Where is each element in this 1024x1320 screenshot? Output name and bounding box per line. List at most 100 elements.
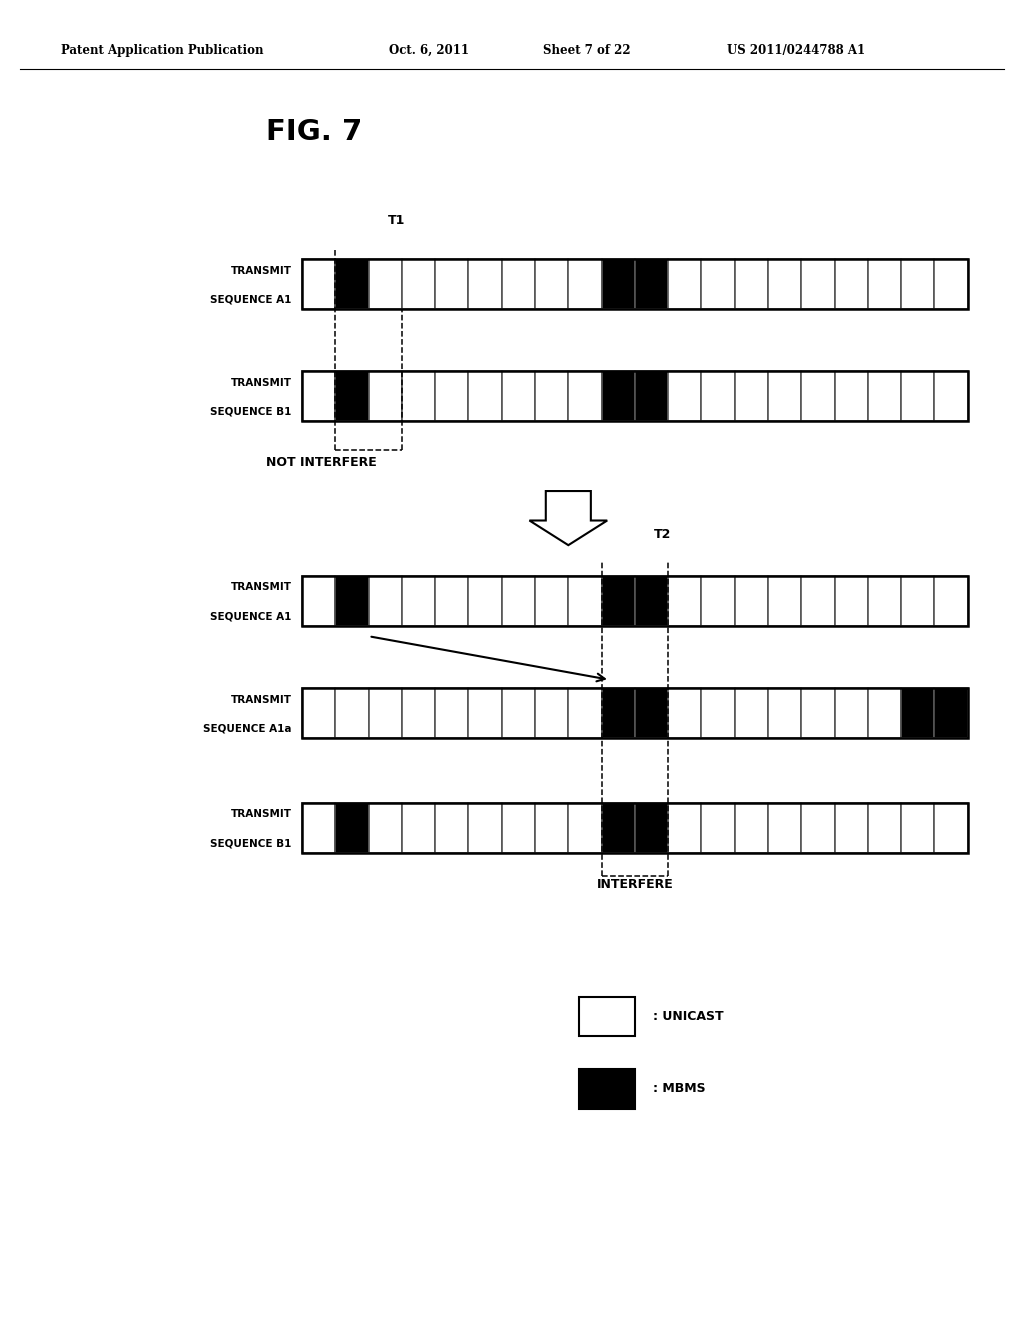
Bar xyxy=(734,688,768,738)
Bar xyxy=(568,576,601,626)
Text: Patent Application Publication: Patent Application Publication xyxy=(61,44,264,57)
Bar xyxy=(502,803,535,853)
Bar xyxy=(535,259,568,309)
Text: SEQUENCE A1: SEQUENCE A1 xyxy=(211,611,292,622)
Bar xyxy=(502,576,535,626)
Text: TRANSMIT: TRANSMIT xyxy=(230,265,292,276)
Bar xyxy=(668,259,701,309)
Bar xyxy=(801,259,835,309)
Bar xyxy=(601,576,635,626)
Bar xyxy=(734,576,768,626)
Bar xyxy=(601,371,635,421)
Bar xyxy=(502,259,535,309)
Bar xyxy=(835,259,867,309)
Bar xyxy=(601,259,635,309)
Bar xyxy=(401,688,435,738)
Bar xyxy=(568,688,601,738)
Text: T2: T2 xyxy=(654,528,672,541)
Text: TRANSMIT: TRANSMIT xyxy=(230,378,292,388)
Bar xyxy=(801,371,835,421)
Bar xyxy=(867,688,901,738)
Bar xyxy=(302,803,968,853)
Bar xyxy=(768,688,801,738)
Bar xyxy=(635,371,668,421)
Bar xyxy=(468,688,502,738)
Bar xyxy=(901,259,934,309)
Bar xyxy=(835,688,867,738)
Text: T1: T1 xyxy=(388,214,406,227)
Bar xyxy=(734,259,768,309)
Bar xyxy=(801,803,835,853)
Bar xyxy=(601,803,635,853)
Bar xyxy=(701,688,734,738)
Bar xyxy=(401,259,435,309)
Text: : MBMS: : MBMS xyxy=(653,1082,706,1096)
Bar xyxy=(302,576,968,626)
Text: US 2011/0244788 A1: US 2011/0244788 A1 xyxy=(727,44,865,57)
Bar xyxy=(867,803,901,853)
Bar xyxy=(635,576,668,626)
Bar xyxy=(668,576,701,626)
Bar xyxy=(701,259,734,309)
Text: TRANSMIT: TRANSMIT xyxy=(230,809,292,820)
Bar xyxy=(535,371,568,421)
Bar xyxy=(734,803,768,853)
Bar xyxy=(369,259,401,309)
Polygon shape xyxy=(529,491,607,545)
Bar xyxy=(668,371,701,421)
Bar xyxy=(934,576,968,626)
Bar xyxy=(435,259,468,309)
Bar xyxy=(369,688,401,738)
Bar xyxy=(901,371,934,421)
Bar xyxy=(302,371,335,421)
Bar xyxy=(468,803,502,853)
Bar xyxy=(701,803,734,853)
Text: FIG. 7: FIG. 7 xyxy=(266,117,362,147)
Bar xyxy=(701,371,734,421)
Bar xyxy=(502,688,535,738)
Text: TRANSMIT: TRANSMIT xyxy=(230,582,292,593)
Bar xyxy=(435,576,468,626)
Bar xyxy=(568,259,601,309)
Bar xyxy=(568,371,601,421)
Text: : UNICAST: : UNICAST xyxy=(653,1010,724,1023)
Bar xyxy=(369,371,401,421)
Bar xyxy=(435,688,468,738)
Text: Oct. 6, 2011: Oct. 6, 2011 xyxy=(389,44,469,57)
Bar xyxy=(901,803,934,853)
Bar xyxy=(401,803,435,853)
Bar xyxy=(335,259,369,309)
Bar xyxy=(835,371,867,421)
Bar xyxy=(601,688,635,738)
Bar xyxy=(801,576,835,626)
Bar xyxy=(768,371,801,421)
Text: SEQUENCE B1: SEQUENCE B1 xyxy=(211,407,292,417)
Bar xyxy=(934,259,968,309)
Bar xyxy=(369,803,401,853)
Bar xyxy=(335,803,369,853)
Bar xyxy=(468,259,502,309)
Bar xyxy=(435,371,468,421)
Bar xyxy=(867,371,901,421)
Bar xyxy=(579,997,635,1036)
Bar xyxy=(701,576,734,626)
Bar xyxy=(934,803,968,853)
Bar xyxy=(335,688,369,738)
Text: SEQUENCE B1: SEQUENCE B1 xyxy=(211,838,292,849)
Bar xyxy=(635,688,668,738)
Bar xyxy=(835,576,867,626)
Bar xyxy=(934,688,968,738)
Bar xyxy=(435,803,468,853)
Bar xyxy=(401,576,435,626)
Bar xyxy=(535,688,568,738)
Bar xyxy=(369,576,401,626)
Bar xyxy=(535,576,568,626)
Text: SEQUENCE A1: SEQUENCE A1 xyxy=(211,294,292,305)
Bar xyxy=(302,371,968,421)
Text: NOT INTERFERE: NOT INTERFERE xyxy=(266,455,377,469)
Bar xyxy=(934,371,968,421)
Bar xyxy=(302,803,335,853)
Text: INTERFERE: INTERFERE xyxy=(597,878,673,891)
Bar xyxy=(768,576,801,626)
Bar xyxy=(635,259,668,309)
